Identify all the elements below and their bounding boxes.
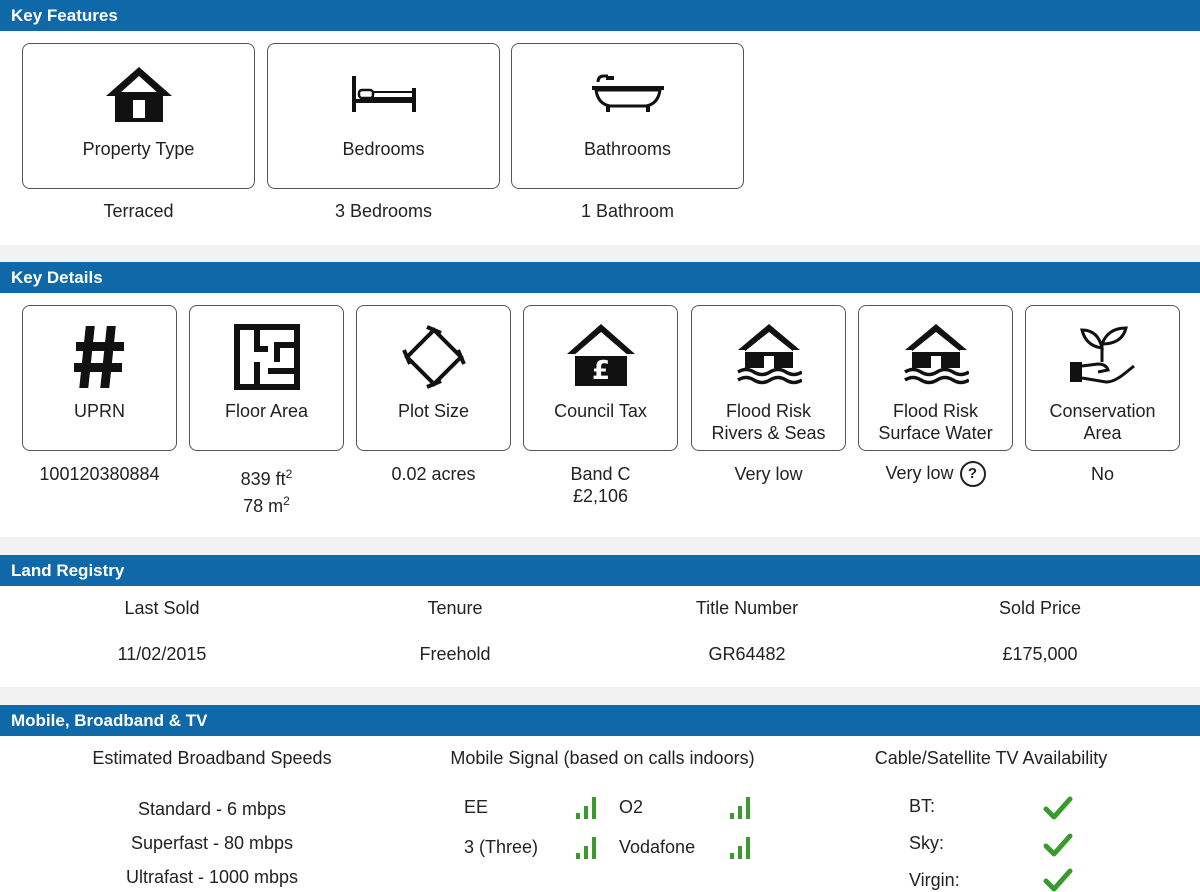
card-label: Conservation [1049,401,1156,421]
tenure-value: Freehold [419,644,491,664]
bedrooms-value: 3 Bedrooms [334,201,433,221]
signal-icon [730,797,750,819]
card-label: Floor Area [224,401,309,421]
house-icon [105,67,172,122]
network-name: EE [464,797,489,817]
card-label: Plot Size [397,401,470,421]
floor-area-card: Floor Area [189,305,344,451]
plot-size-value: 0.02 acres [391,464,476,484]
sold-price-value: £175,000 [1002,644,1078,664]
mobile-heading: Mobile Signal (based on calls indoors) [450,748,755,768]
mobile-broadband-header: Mobile, Broadband & TV [0,705,1200,736]
flood-risk-surface-card: Flood Risk Surface Water [858,305,1013,451]
column-header: Last Sold [124,598,200,618]
bathrooms-value: 1 Bathroom [580,201,675,221]
land-registry-panel: Last Sold 11/02/2015 Tenure Freehold Tit… [0,586,1200,687]
tv-provider: Sky: [909,833,945,853]
card-label: Bathrooms [583,139,672,159]
council-tax-amount: £2,106 [572,486,629,506]
broadband-superfast: Superfast - 80 mbps [130,833,294,853]
flood-house-icon [736,324,802,385]
council-tax-value: Band C £2,106 [523,463,678,507]
network-name: O2 [619,797,644,817]
tv-provider: Virgin: [909,870,960,890]
network-name: Vodafone [619,837,696,857]
column-header: Title Number [695,598,799,618]
section-title: Key Features [11,6,118,25]
check-icon [1043,833,1073,857]
signal-icon [576,797,596,819]
column-header: Tenure [427,598,483,618]
conservation-area-card: Conservation Area [1025,305,1180,451]
broadband-standard: Standard - 6 mbps [137,799,287,819]
card-label: Area [1083,423,1122,443]
tv-heading: Cable/Satellite TV Availability [874,748,1108,768]
council-tax-band: Band C [570,464,631,484]
card-label: Rivers & Seas [711,423,826,443]
conservation-value: No [1090,464,1114,484]
plot-icon [401,325,466,389]
card-label: Council Tax [554,401,647,421]
card-label: Flood Risk [725,401,812,421]
section-title: Mobile, Broadband & TV [11,711,208,730]
section-title: Key Details [11,268,103,287]
key-features-panel: Property Type Terraced Bedrooms 3 Bedroo… [0,31,1200,245]
bedrooms-card: Bedrooms [267,43,500,189]
plant-hand-icon [1069,326,1135,384]
flood-surface-value: Very low? [858,461,1013,487]
council-tax-card: £ Council Tax [523,305,678,451]
bed-icon [351,76,416,112]
plot-size-card: Plot Size [356,305,511,451]
pound-symbol: £ [591,356,609,386]
land-registry-header: Land Registry [0,555,1200,586]
bathtub-icon [591,74,664,112]
signal-icon [730,837,750,859]
tv-provider: BT: [909,796,936,816]
key-details-panel: UPRN 100120380884 Floor Area 839 ft2 78 … [0,293,1200,537]
floor-plan-icon [233,324,300,390]
property-type-card: Property Type [22,43,255,189]
check-icon [1043,868,1073,892]
signal-icon [576,837,596,859]
mobile-broadband-panel: Estimated Broadband Speeds Standard - 6 … [0,736,1200,892]
card-label: UPRN [73,401,125,421]
floor-area-value: 839 ft2 78 m2 [189,463,344,517]
key-details-header: Key Details [0,262,1200,293]
uprn-value: 100120380884 [39,464,160,484]
last-sold-value: 11/02/2015 [117,644,207,664]
flood-rivers-value: Very low [734,464,803,484]
superscript: 2 [283,494,290,508]
network-name: 3 (Three) [464,837,539,857]
title-number-value: GR64482 [708,644,786,664]
property-type-value: Terraced [103,201,174,221]
card-label: Property Type [82,139,195,159]
flood-risk-rivers-card: Flood Risk Rivers & Seas [691,305,846,451]
card-label: Flood Risk [892,401,979,421]
flood-surface-text: Very low [885,462,954,483]
broadband-ultrafast: Ultrafast - 1000 mbps [125,867,299,887]
flood-house-icon [903,324,969,385]
column-header: Sold Price [998,598,1082,618]
superscript: 2 [285,467,293,481]
council-tax-house-icon: £ [566,324,635,386]
bathrooms-card: Bathrooms [511,43,744,189]
help-icon[interactable]: ? [959,461,986,487]
floor-area-ft: 839 ft [240,469,286,489]
broadband-heading: Estimated Broadband Speeds [92,748,332,768]
card-label: Bedrooms [342,139,425,159]
hash-icon [73,326,124,388]
check-icon [1043,796,1073,820]
section-title: Land Registry [11,561,125,580]
uprn-card: UPRN [22,305,177,451]
card-label: Surface Water [878,423,993,443]
key-features-header: Key Features [0,0,1200,31]
floor-area-m: 78 m [243,496,284,516]
